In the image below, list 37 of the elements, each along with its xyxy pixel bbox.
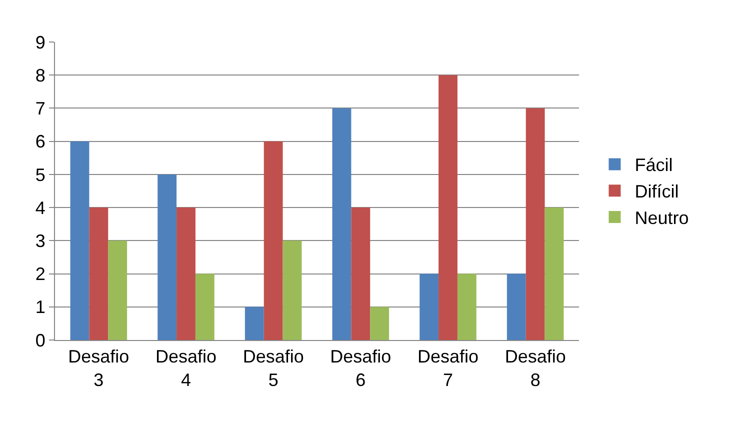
bar [332,108,352,340]
y-tick-label: 7 [35,98,46,119]
bar [438,75,458,340]
bar [457,274,476,340]
y-tick-label: 4 [35,198,46,218]
y-tick-label: 9 [35,32,46,52]
bar [158,174,177,340]
bar [195,274,214,340]
bar [70,141,90,340]
bar [264,141,283,340]
bar [370,306,390,340]
bar [282,240,302,340]
bar [420,274,439,340]
x-tick-label: Desafio 7 [417,346,479,390]
legend-label: Fácil [634,155,673,176]
y-tick-label: 1 [35,297,46,318]
bar [526,108,545,340]
bar [244,306,264,340]
bar [108,240,128,340]
x-tick-label: Desafio 8 [504,346,566,390]
bar [506,274,526,340]
legend-label: Neutro [634,208,689,228]
y-tick-label: 0 [35,330,46,350]
x-tick-label: Desafio 5 [242,346,304,390]
x-tick-label: Desafio 6 [330,346,392,390]
y-tick-label: 5 [35,164,46,185]
y-tick-label: 6 [35,132,46,152]
y-tick-label: 3 [35,230,46,251]
y-tick-label: 8 [35,65,46,86]
bar [351,208,370,340]
x-tick-label: Desafio 4 [155,346,217,390]
legend-label: Difícil [634,182,679,202]
bar [89,208,108,340]
bar [544,208,564,340]
y-tick-label: 2 [35,264,46,284]
x-tick-label: Desafio 3 [68,346,130,390]
bar [176,208,196,340]
